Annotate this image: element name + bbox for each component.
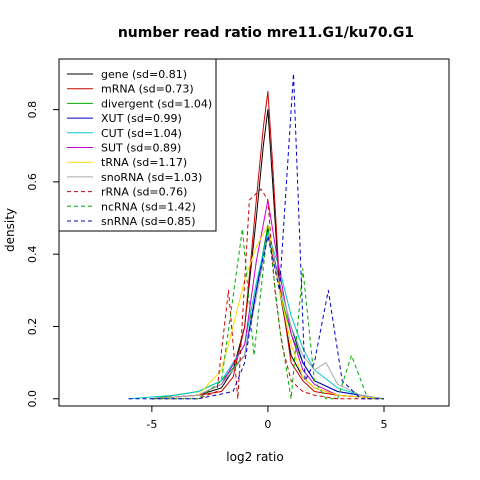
x-axis-label: log2 ratio bbox=[226, 450, 283, 464]
series-line-8 bbox=[151, 188, 384, 400]
legend-label: snoRNA (sd=1.03) bbox=[101, 171, 202, 184]
y-tick-label: 0.4 bbox=[26, 245, 39, 263]
x-tick-label: -5 bbox=[146, 418, 157, 431]
y-tick-label: 0.0 bbox=[26, 390, 39, 408]
x-tick-label: 0 bbox=[264, 418, 271, 431]
y-tick-label: 0.2 bbox=[26, 318, 39, 336]
legend-box bbox=[58, 58, 217, 232]
axes-layer: -5 0 5 0.0 0.2 0.4 0.6 0.8 bbox=[26, 101, 388, 431]
legend-label: XUT (sd=0.99) bbox=[101, 112, 182, 125]
chart-title: number read ratio mre11.G1/ku70.G1 bbox=[118, 25, 414, 41]
x-tick-label: 5 bbox=[381, 418, 388, 431]
series-line-4 bbox=[128, 232, 385, 400]
legend-label: tRNA (sd=1.17) bbox=[101, 156, 187, 169]
series-line-7 bbox=[151, 235, 385, 400]
legend-label: mRNA (sd=0.73) bbox=[101, 83, 194, 96]
legend-label: snRNA (sd=0.85) bbox=[101, 215, 196, 228]
series-line-9 bbox=[151, 224, 384, 400]
legend-label: SUT (sd=0.89) bbox=[101, 142, 181, 155]
y-tick-label: 0.8 bbox=[26, 101, 39, 119]
plot-frame bbox=[58, 58, 450, 407]
series-layer bbox=[128, 73, 385, 400]
legend-label: divergent (sd=1.04) bbox=[101, 97, 212, 110]
y-tick-label: 0.6 bbox=[26, 173, 39, 191]
legend-label: rRNA (sd=0.76) bbox=[101, 186, 187, 199]
series-line-1 bbox=[151, 91, 385, 400]
series-line-10 bbox=[128, 73, 384, 400]
legend-label: gene (sd=0.81) bbox=[101, 68, 187, 81]
legend: gene (sd=0.81) mRNA (sd=0.73)divergent (s… bbox=[58, 58, 217, 232]
y-axis-label: density bbox=[3, 208, 17, 252]
legend-label: ncRNA (sd=1.42) bbox=[101, 200, 196, 213]
legend-label: CUT (sd=1.04) bbox=[101, 127, 182, 140]
